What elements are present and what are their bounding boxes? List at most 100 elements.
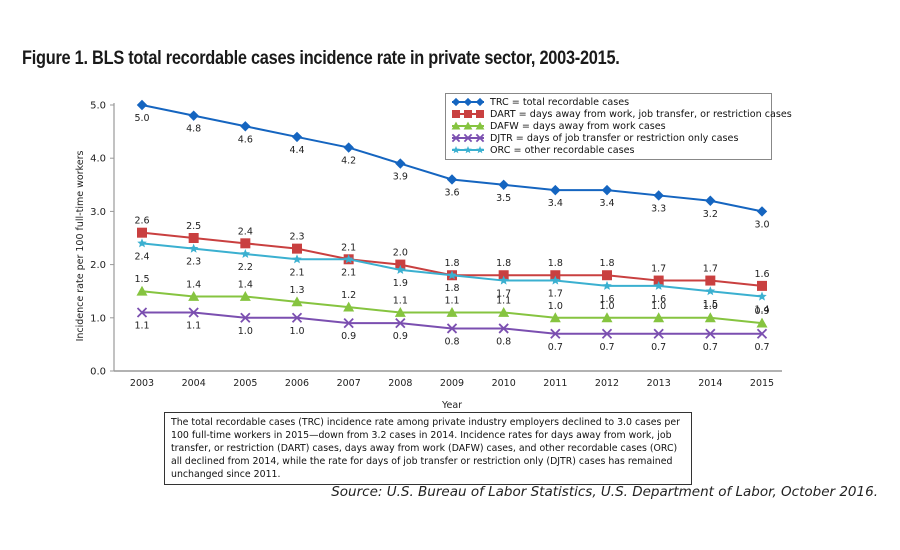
y-axis-title: Incidence rate per 100 full-time workers [75,151,86,342]
data-label-djtr: 1.0 [289,326,304,337]
data-label-trc: 3.3 [651,203,666,214]
y-tick-label: 0.0 [90,367,106,378]
series-dafw [136,285,768,328]
data-label-trc: 3.9 [393,172,408,183]
data-point-djtr [395,317,406,329]
data-label-trc: 5.0 [134,113,149,124]
data-point-trc [240,121,251,132]
data-label-djtr: 0.7 [599,342,614,353]
x-tick-label: 2011 [543,378,567,389]
data-point-trc [653,190,664,201]
data-label-dafw: 1.4 [186,280,201,291]
legend-item-dart: DART = days away from work, job transfer… [450,108,792,120]
data-label-djtr: 1.1 [186,320,201,331]
data-point-trc [756,206,768,217]
data-label-dart: 2.3 [289,232,304,243]
data-point-trc [343,142,354,153]
data-point-dart [653,275,664,286]
series-trc [136,99,768,217]
legend-item-orc: ORC = other recordable cases [450,144,771,156]
data-point-dart [240,238,251,249]
data-point-orc [240,248,251,259]
data-label-trc: 3.4 [599,198,614,209]
data-label-dafw: 1.3 [289,285,304,296]
data-label-dart: 1.8 [599,258,614,269]
data-point-djtr [446,323,458,334]
data-label-trc: 4.6 [238,134,253,145]
data-point-djtr [601,328,613,339]
data-point-dafw [136,285,148,296]
data-point-djtr [343,317,354,329]
data-point-orc [602,280,612,290]
data-point-trc [136,99,148,111]
data-label-trc: 4.2 [341,156,356,167]
data-point-dart [550,270,561,281]
y-tick-label: 1.0 [90,313,106,324]
data-point-dart [602,270,612,281]
data-label-djtr: 0.9 [393,331,408,342]
legend-item-dafw: DAFW = days away from work cases [450,120,771,132]
data-point-dart [757,280,767,291]
series-orc [137,238,767,301]
data-label-orc: 1.6 [599,294,614,305]
data-point-dart [292,243,302,254]
data-point-dart [395,259,406,270]
data-point-orc [498,275,509,285]
x-tick-label: 2003 [130,378,154,389]
y-tick-label: 2.0 [90,260,106,271]
data-label-orc: 1.7 [548,289,563,300]
data-label-trc: 3.5 [496,193,511,204]
data-label-dafw: 1.1 [444,295,459,306]
data-point-djtr [136,307,148,318]
data-point-djtr [550,328,561,339]
data-point-dafw [188,291,200,301]
data-label-orc: 1.6 [651,294,666,305]
data-point-dart [498,270,509,281]
data-label-orc: 1.8 [444,283,459,294]
data-point-orc [343,254,354,264]
data-point-orc [757,291,767,301]
data-label-dart: 2.6 [134,216,149,227]
data-point-djtr [653,328,664,339]
data-label-dart: 2.0 [393,248,408,259]
data-label-dafw: 1.2 [341,290,356,301]
data-label-dafw: 1.4 [238,280,253,291]
data-point-dafw [498,306,510,317]
data-point-dafw [601,312,613,323]
data-point-orc [137,238,147,248]
figure-title: Figure 1. BLS total recordable cases inc… [22,48,620,69]
x-tick-label: 2012 [595,378,619,389]
data-label-djtr: 1.0 [238,326,253,337]
data-point-dafw [343,301,355,312]
data-label-dart: 1.8 [444,258,459,269]
data-label-trc: 3.4 [548,198,563,209]
legend-swatch-dart [452,110,484,118]
data-label-dart: 1.6 [754,269,769,280]
data-point-orc [188,243,199,253]
data-label-dart: 2.5 [186,221,201,232]
data-point-dart [705,275,716,286]
data-label-trc: 4.8 [186,124,201,135]
y-tick-label: 4.0 [90,154,106,165]
data-label-dart: 1.7 [651,264,666,275]
data-point-dafw [291,296,303,307]
data-label-dafw: 1.0 [548,301,563,312]
x-tick-label: 2010 [492,378,516,389]
chart-legend: TRC = total recordable cases DART = days … [445,93,792,160]
data-label-djtr: 0.7 [548,342,563,353]
data-point-dafw [756,317,768,328]
data-label-djtr: 0.7 [754,342,769,353]
x-tick-label: 2007 [337,378,361,389]
chart-data-labels: 5.0 4.8 4.6 4.4 4.2 3.9 3.6 3.5 3.4 3.4 3.3 3.2 3.0 2… [134,113,769,353]
data-point-dafw [653,312,665,323]
data-label-dafw: 1.1 [496,295,511,306]
data-point-djtr [188,307,199,318]
data-label-djtr: 0.7 [703,342,718,353]
data-label-djtr: 0.9 [341,331,356,342]
data-label-dafw: 1.5 [134,274,149,285]
x-tick-label: 2015 [750,378,774,389]
data-point-trc [601,184,613,196]
y-tick-label: 5.0 [90,101,106,112]
x-tick-label: 2006 [285,378,309,389]
